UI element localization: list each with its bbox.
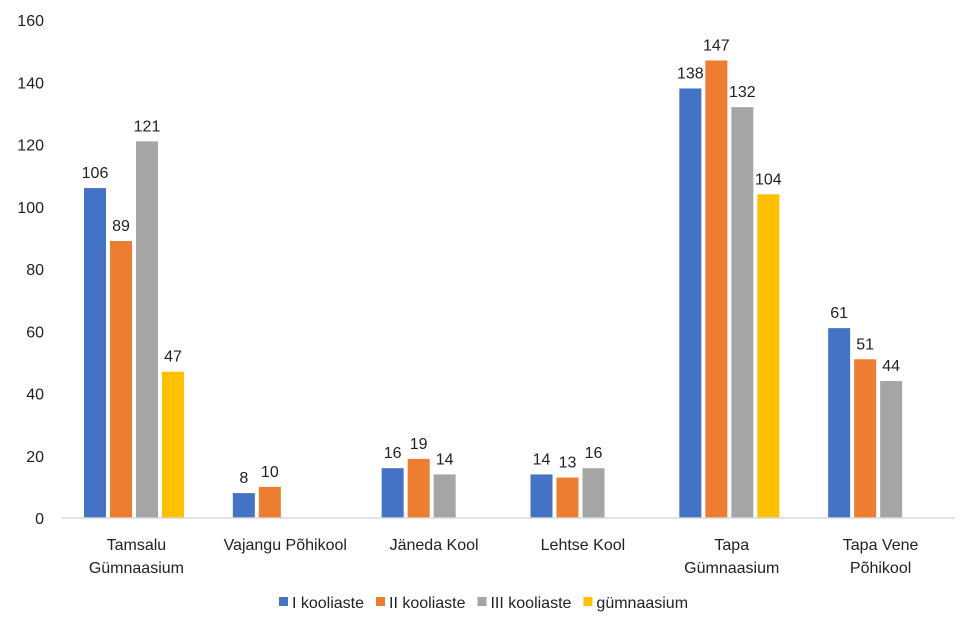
bar	[679, 88, 702, 518]
bar	[258, 486, 281, 518]
bars	[84, 60, 903, 519]
data-label: 10	[261, 464, 279, 481]
data-label: 89	[112, 218, 130, 235]
bar	[136, 141, 158, 518]
legend-swatch	[583, 597, 593, 606]
legend-label: II kooliaste	[389, 595, 466, 612]
x-tick-label: Gümnaasium	[89, 560, 184, 577]
data-label: 121	[134, 118, 161, 135]
y-tick-label: 60	[26, 324, 44, 341]
y-tick-label: 160	[17, 13, 44, 30]
bar	[433, 474, 456, 518]
bar	[731, 107, 754, 519]
bar	[407, 458, 430, 518]
y-tick-label: 100	[17, 200, 44, 217]
data-label: 147	[703, 37, 730, 54]
bar	[530, 474, 553, 518]
data-label: 61	[830, 305, 848, 322]
legend-label: I kooliaste	[292, 595, 364, 612]
y-tick-label: 40	[26, 387, 44, 404]
data-label: 14	[436, 451, 454, 468]
data-label: 106	[82, 165, 109, 182]
y-tick-label: 80	[26, 262, 44, 279]
data-label: 19	[410, 436, 428, 453]
data-label: 51	[856, 336, 874, 353]
data-labels: 106 89 121 47 8 10 16 19 14 14 13 16 138 147 132 104 61 5…	[82, 37, 901, 487]
data-label: 16	[585, 445, 603, 462]
bar	[582, 468, 605, 518]
data-label: 16	[384, 445, 402, 462]
x-axis-category-labels: Tamsalu Gümnaasium Vajangu Põhikool Jäneda …	[89, 537, 919, 577]
y-tick-label: 20	[26, 449, 44, 466]
bar	[705, 60, 728, 519]
bar	[84, 188, 106, 518]
legend-swatch	[278, 597, 288, 606]
legend-swatch	[477, 597, 487, 606]
x-tick-label: Vajangu Põhikool	[224, 537, 347, 554]
bar	[828, 328, 851, 518]
data-label: 132	[729, 84, 756, 101]
data-label: 13	[559, 455, 577, 472]
bar	[854, 359, 877, 518]
legend-label: gümnaasium	[596, 595, 688, 612]
bar	[757, 194, 780, 519]
data-label: 14	[533, 451, 551, 468]
data-label: 8	[239, 470, 248, 487]
bar	[556, 477, 579, 518]
data-label: 47	[164, 349, 182, 366]
x-tick-label: Tapa	[714, 537, 749, 554]
data-label: 138	[677, 65, 704, 82]
x-tick-label: Tamsalu	[107, 537, 167, 554]
legend-label: III kooliaste	[490, 595, 571, 612]
y-axis-ticks: 0 20 40 60 80 100 120 140 160	[17, 13, 44, 528]
x-tick-label: Tapa Vene	[843, 537, 919, 554]
data-label: 44	[882, 358, 900, 375]
legend: I kooliaste II kooliaste III kooliaste gümn…	[278, 595, 688, 612]
x-tick-label: Põhikool	[850, 560, 911, 577]
x-tick-label: Jäneda Kool	[390, 537, 479, 554]
bar	[880, 381, 903, 518]
bar	[110, 240, 132, 519]
bar	[232, 493, 255, 518]
y-tick-label: 120	[17, 138, 44, 155]
bar	[162, 371, 184, 518]
y-tick-label: 140	[17, 75, 44, 92]
x-tick-label: Gümnaasium	[684, 560, 779, 577]
x-tick-label: Lehtse Kool	[541, 537, 626, 554]
y-tick-label: 0	[35, 511, 44, 528]
legend-swatch	[376, 597, 386, 606]
bar	[381, 468, 404, 518]
data-label: 104	[755, 171, 782, 188]
